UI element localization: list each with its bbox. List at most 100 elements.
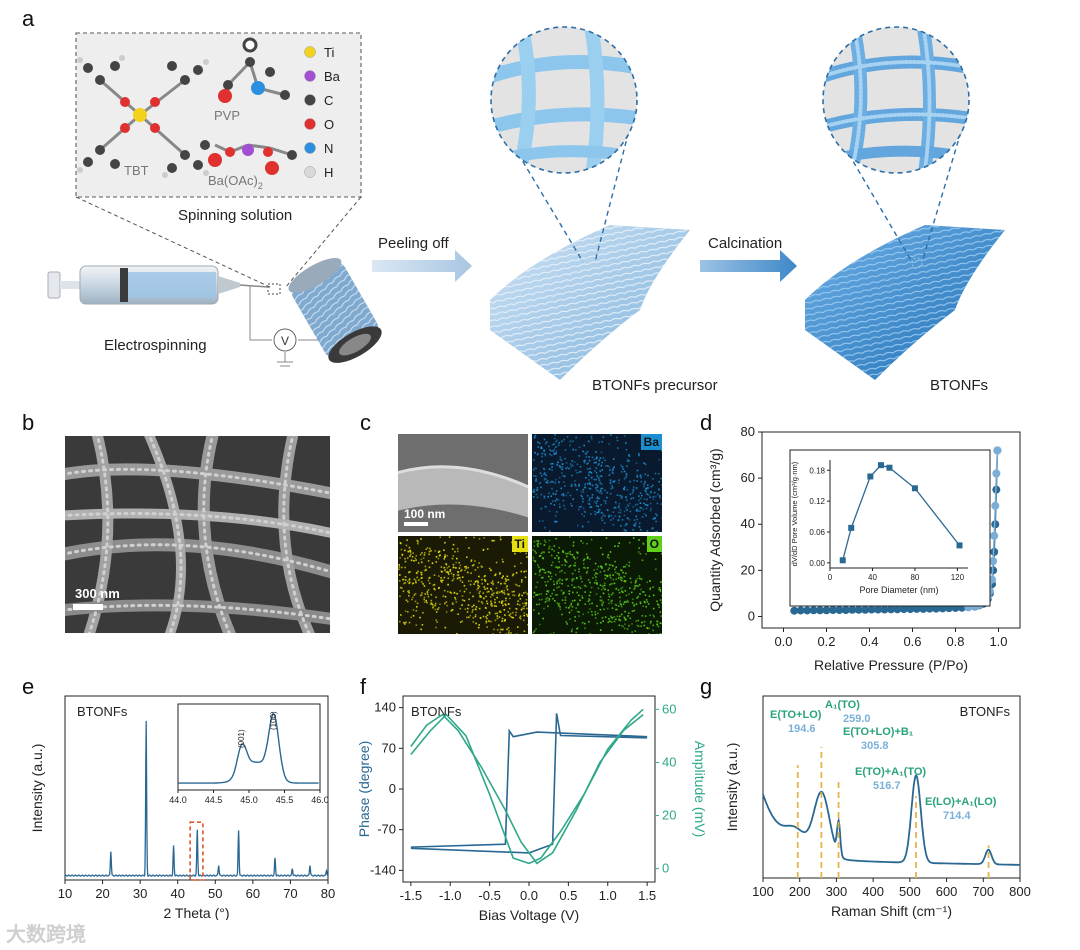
panel-c-letter: c xyxy=(360,410,371,435)
data-point xyxy=(989,557,998,566)
legend-n-swatch xyxy=(304,142,316,154)
x-tick-label: 40 xyxy=(170,886,184,901)
inset-point xyxy=(839,557,846,564)
sem-scale-bar xyxy=(73,604,103,610)
electrospinning-label: Electrospinning xyxy=(104,337,207,354)
y2-tick-label: 60 xyxy=(662,701,676,716)
legend-ba-swatch xyxy=(304,70,316,82)
tem-scale-bar xyxy=(404,522,428,526)
inset-pattern xyxy=(178,712,319,784)
inset-y-tick-label: 0.06 xyxy=(809,528,825,537)
tem-image: 100 nm xyxy=(398,434,528,532)
legend-ti-swatch xyxy=(304,46,316,58)
x-tick-label: 0.0 xyxy=(774,634,792,649)
inset-peak-label: (100) xyxy=(269,711,278,730)
sem-fibers xyxy=(65,436,330,633)
mode-name: E(TO+LO)+B₁ xyxy=(843,726,914,738)
pvp-label: PVP xyxy=(214,108,240,123)
inset-point xyxy=(911,485,918,492)
zoom-highlight-box xyxy=(189,821,204,881)
ba-acetate-molecule xyxy=(200,140,297,175)
data-point xyxy=(835,606,844,615)
x-tick-label: 80 xyxy=(321,886,335,901)
pvp-molecule xyxy=(218,37,290,103)
inset-x-tick-label: 44.0 xyxy=(169,795,187,805)
legend-ba-label: Ba xyxy=(324,69,341,84)
watermark: 大数跨境 xyxy=(6,924,86,946)
y-tick-label: -140 xyxy=(370,862,396,877)
tbt-molecule xyxy=(77,55,209,178)
x-tick-label: 0.8 xyxy=(946,634,964,649)
legend-h-label: H xyxy=(324,165,333,180)
x-tick-label: 50 xyxy=(208,886,222,901)
x-axis-label: Relative Pressure (P/Po) xyxy=(814,657,968,673)
inset-y-tick-label: 0.18 xyxy=(809,466,825,475)
x-tick-label: 1.5 xyxy=(638,888,656,903)
mode-value: 194.6 xyxy=(788,723,816,735)
data-point xyxy=(816,606,825,615)
tem-scale-label: 100 nm xyxy=(404,507,446,521)
data-point xyxy=(803,606,812,615)
panel-e-letter: e xyxy=(22,674,35,699)
data-point xyxy=(828,606,837,615)
x-tick-label: -0.5 xyxy=(478,888,500,903)
chart-f-pfm: -1.5 -1.0 -0.5 0.0 0.5 1.0 1.5 -140 -70 0 70 140 0 20… xyxy=(356,695,708,923)
data-point xyxy=(854,605,863,614)
precursor-mat xyxy=(490,225,690,380)
chart-f-sample-label: BTONFs xyxy=(411,704,462,719)
x-tick-label: 300 xyxy=(826,884,848,899)
panel-b-letter: b xyxy=(22,410,35,435)
inset-x-tick-label: 80 xyxy=(910,573,919,582)
calcination-arrow xyxy=(700,250,797,282)
data-point xyxy=(912,604,921,613)
ba-map: Ba xyxy=(532,434,662,532)
inset-point xyxy=(848,524,855,531)
plot-frame xyxy=(64,695,329,881)
calcination-label: Calcination xyxy=(708,235,782,252)
ba-map-label: Ba xyxy=(640,434,662,450)
data-point xyxy=(796,606,805,615)
data-point xyxy=(841,606,850,615)
y-tick-label: 70 xyxy=(382,740,396,755)
x-tick-label: 500 xyxy=(899,884,921,899)
data-point xyxy=(990,531,999,540)
inset-x-tick-label: 120 xyxy=(951,573,965,582)
amplitude-loop-reverse xyxy=(410,713,644,865)
legend-h-swatch xyxy=(304,166,316,178)
legend-c-swatch xyxy=(304,94,316,106)
tbt-label: TBT xyxy=(124,163,149,178)
x-tick-label: 20 xyxy=(95,886,109,901)
chart-d-bet: 0.0 0.2 0.4 0.6 0.8 1.0 0 20 40 60 80 Relative Pres… xyxy=(707,424,1021,673)
data-point xyxy=(887,605,895,614)
phase-loop-reverse xyxy=(410,713,648,854)
y-tick-label: 0 xyxy=(389,781,396,796)
inset-point xyxy=(956,542,963,549)
syringe-icon xyxy=(47,265,269,305)
mode-value: 305.8 xyxy=(861,740,889,752)
x-tick-label: 10 xyxy=(58,886,72,901)
collector-drum xyxy=(288,258,382,363)
chart-e-xrd: 10 20 30 40 50 60 70 80 2 Theta (°) Intensity (a.… xyxy=(29,695,335,920)
mode-name: E(TO+LO) xyxy=(770,709,822,721)
spinning-solution-label: Spinning solution xyxy=(178,207,292,224)
data-point xyxy=(848,605,857,614)
voltage-source-icon xyxy=(273,328,297,352)
inset-x-tick-label: 46.0 xyxy=(311,795,329,805)
y-tick-label: 140 xyxy=(374,700,396,715)
o-map: O xyxy=(532,536,662,634)
data-point xyxy=(790,606,799,615)
x-tick-label: -1.0 xyxy=(439,888,461,903)
data-point xyxy=(874,605,883,614)
inset-x-axis-label: Pore Diameter (nm) xyxy=(859,585,938,595)
x-tick-label: 1.0 xyxy=(989,634,1007,649)
chart-e-sample-label: BTONFs xyxy=(77,704,128,719)
data-point xyxy=(809,606,818,615)
precursor-label: BTONFs precursor xyxy=(592,377,718,394)
x-tick-label: 70 xyxy=(283,886,297,901)
xrd-pattern xyxy=(64,720,329,878)
plot-frame xyxy=(762,695,1021,879)
plot-frame xyxy=(761,431,1021,629)
mode-name: E(TO)+A₁(TO) xyxy=(855,766,926,778)
